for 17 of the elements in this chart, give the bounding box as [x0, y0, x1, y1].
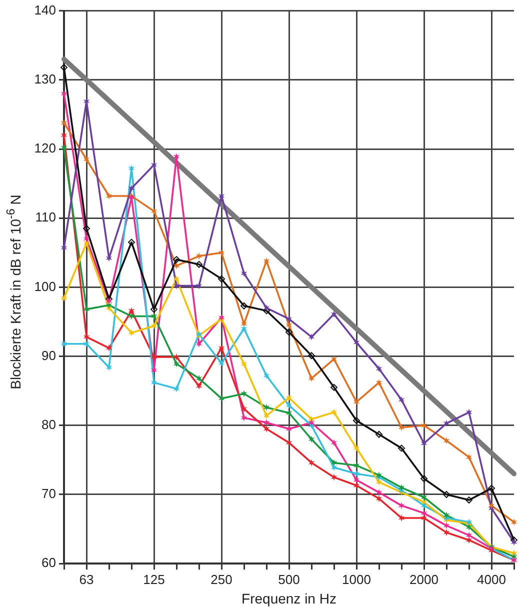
x-tick-label: 4000	[477, 572, 506, 587]
x-tick-label: 250	[210, 572, 232, 587]
x-tick-label: 2000	[410, 572, 438, 587]
x-tick-label: 125	[143, 572, 165, 587]
x-tick-label: 500	[278, 572, 300, 587]
y-tick-label: 120	[34, 140, 56, 156]
x-tick-label: 1000	[342, 572, 371, 587]
y-tick-label: 130	[34, 71, 56, 86]
y-tick-label: 100	[34, 278, 56, 294]
y-tick-label: 70	[42, 486, 56, 502]
y-tick-label: 90	[42, 348, 56, 363]
x-tick-label: 63	[79, 572, 94, 587]
x-axis-title: Frequenz in Hz	[242, 590, 336, 606]
y-tick-label: 60	[42, 555, 56, 570]
y-tick-label: 140	[34, 2, 56, 18]
y-tick-label: 80	[42, 416, 56, 432]
y-tick-label: 110	[35, 210, 56, 225]
